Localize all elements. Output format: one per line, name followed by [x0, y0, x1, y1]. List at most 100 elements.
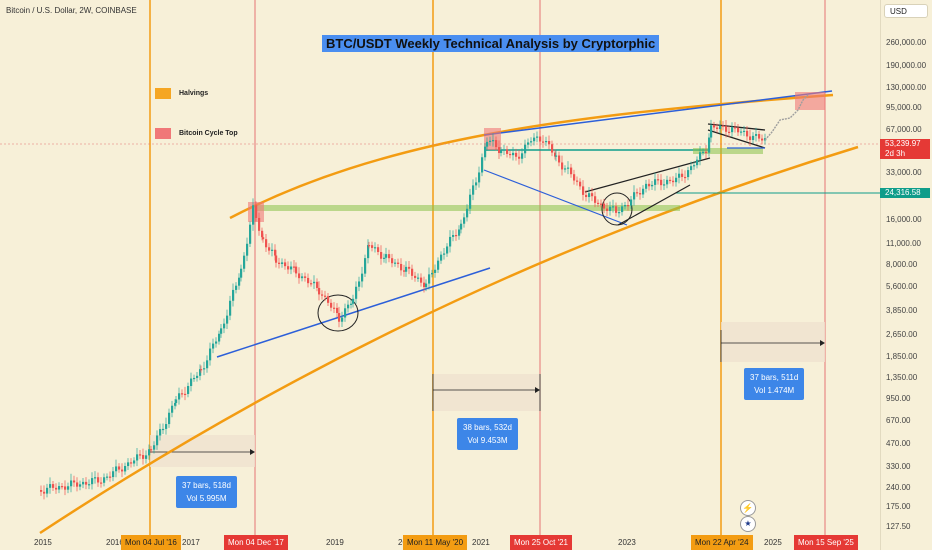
price-tick-label: 33,000.00 — [886, 168, 922, 177]
candle — [743, 130, 746, 133]
candle — [215, 341, 218, 344]
candle — [612, 206, 615, 208]
price-tick-label: 95,000.00 — [886, 103, 922, 112]
support-zone-2024 — [693, 148, 763, 154]
candle — [469, 194, 472, 209]
candle — [49, 484, 52, 488]
year-2016: 2016 — [106, 538, 124, 547]
flag-lower — [707, 129, 766, 149]
candle — [702, 151, 705, 154]
candle — [171, 405, 174, 413]
candle — [582, 186, 585, 195]
measure-vol-3: Vol 1.474M — [754, 386, 795, 395]
candle — [130, 462, 133, 464]
price-chart[interactable] — [0, 0, 880, 550]
price-tick-label: 175.00 — [886, 502, 911, 511]
candle — [663, 184, 666, 186]
candle — [452, 235, 455, 237]
candle — [391, 258, 394, 264]
candle — [193, 377, 196, 380]
candle — [58, 486, 61, 490]
bottom-circle-2022 — [601, 192, 633, 226]
candle — [100, 482, 103, 484]
candle — [368, 245, 371, 247]
candle — [609, 206, 612, 212]
candle — [515, 152, 518, 157]
candle — [564, 168, 567, 170]
year-2015: 2015 — [34, 538, 52, 547]
price-tick-label: 2,650.00 — [886, 330, 918, 339]
price-tick-label: 260,000.00 — [886, 38, 927, 47]
price-tick-label: 950.00 — [886, 394, 911, 403]
candle — [106, 476, 109, 478]
candle — [61, 486, 64, 488]
candle — [67, 486, 70, 490]
candle — [758, 134, 761, 139]
candle — [624, 205, 627, 207]
candle — [145, 455, 148, 459]
candle — [229, 300, 232, 316]
candle — [472, 185, 475, 195]
candle — [633, 192, 636, 200]
measure-bars-2: 38 bars, 532d — [463, 423, 512, 432]
candle — [657, 179, 660, 181]
candle — [570, 167, 573, 175]
candle — [76, 482, 79, 487]
legend-label-halvings: Halvings — [179, 90, 209, 97]
measure-bars-1: 37 bars, 518d — [182, 481, 231, 490]
lightning-icon[interactable]: ⚡ — [740, 500, 756, 516]
candle — [417, 277, 420, 279]
candle — [594, 196, 597, 203]
candle — [615, 206, 618, 213]
cycle-top-date-2025: Mon 15 Sep '25 — [794, 535, 858, 550]
trendline-top — [483, 90, 833, 136]
wedge-upper — [584, 157, 711, 193]
candle — [184, 393, 187, 396]
candle — [675, 177, 678, 183]
candle — [200, 369, 203, 371]
candle — [361, 273, 364, 282]
candle — [330, 302, 333, 308]
candle — [551, 144, 554, 153]
candle — [55, 487, 58, 490]
measure-label-2: 38 bars, 532d Vol 9.453M — [457, 418, 518, 450]
legend-swatch-halvings — [155, 88, 171, 99]
candle — [681, 173, 684, 177]
currency-selector[interactable]: USD — [884, 4, 928, 18]
year-2025: 2025 — [764, 538, 782, 547]
candle — [492, 140, 495, 142]
candle — [446, 246, 449, 254]
candle — [486, 141, 489, 147]
candle — [639, 193, 642, 195]
candle — [364, 258, 367, 274]
candle — [91, 478, 94, 485]
candle — [521, 153, 524, 159]
candle — [669, 179, 672, 182]
candle — [153, 445, 156, 450]
candle — [394, 262, 397, 264]
candle — [338, 313, 341, 322]
trendline-2022-down — [483, 169, 628, 226]
candle — [103, 477, 106, 483]
candle — [684, 176, 687, 179]
legend-label-cycle-top: Bitcoin Cycle Top — [179, 130, 238, 137]
candle — [118, 466, 121, 470]
price-axis[interactable] — [880, 0, 932, 550]
candle — [226, 315, 229, 324]
candle — [672, 180, 675, 183]
candle — [212, 343, 215, 349]
us-flag-icon[interactable]: ★ — [740, 516, 756, 532]
candle — [281, 262, 284, 264]
wedge-lower — [617, 184, 691, 226]
candle — [284, 262, 287, 267]
candle — [408, 266, 411, 269]
candle — [316, 281, 319, 288]
candle — [220, 328, 223, 334]
candle — [722, 125, 725, 127]
candle — [301, 276, 304, 279]
candle — [336, 307, 339, 314]
price-tick-label: 130,000.00 — [886, 83, 927, 92]
measure-box-2 — [433, 374, 540, 411]
candle — [545, 141, 548, 143]
